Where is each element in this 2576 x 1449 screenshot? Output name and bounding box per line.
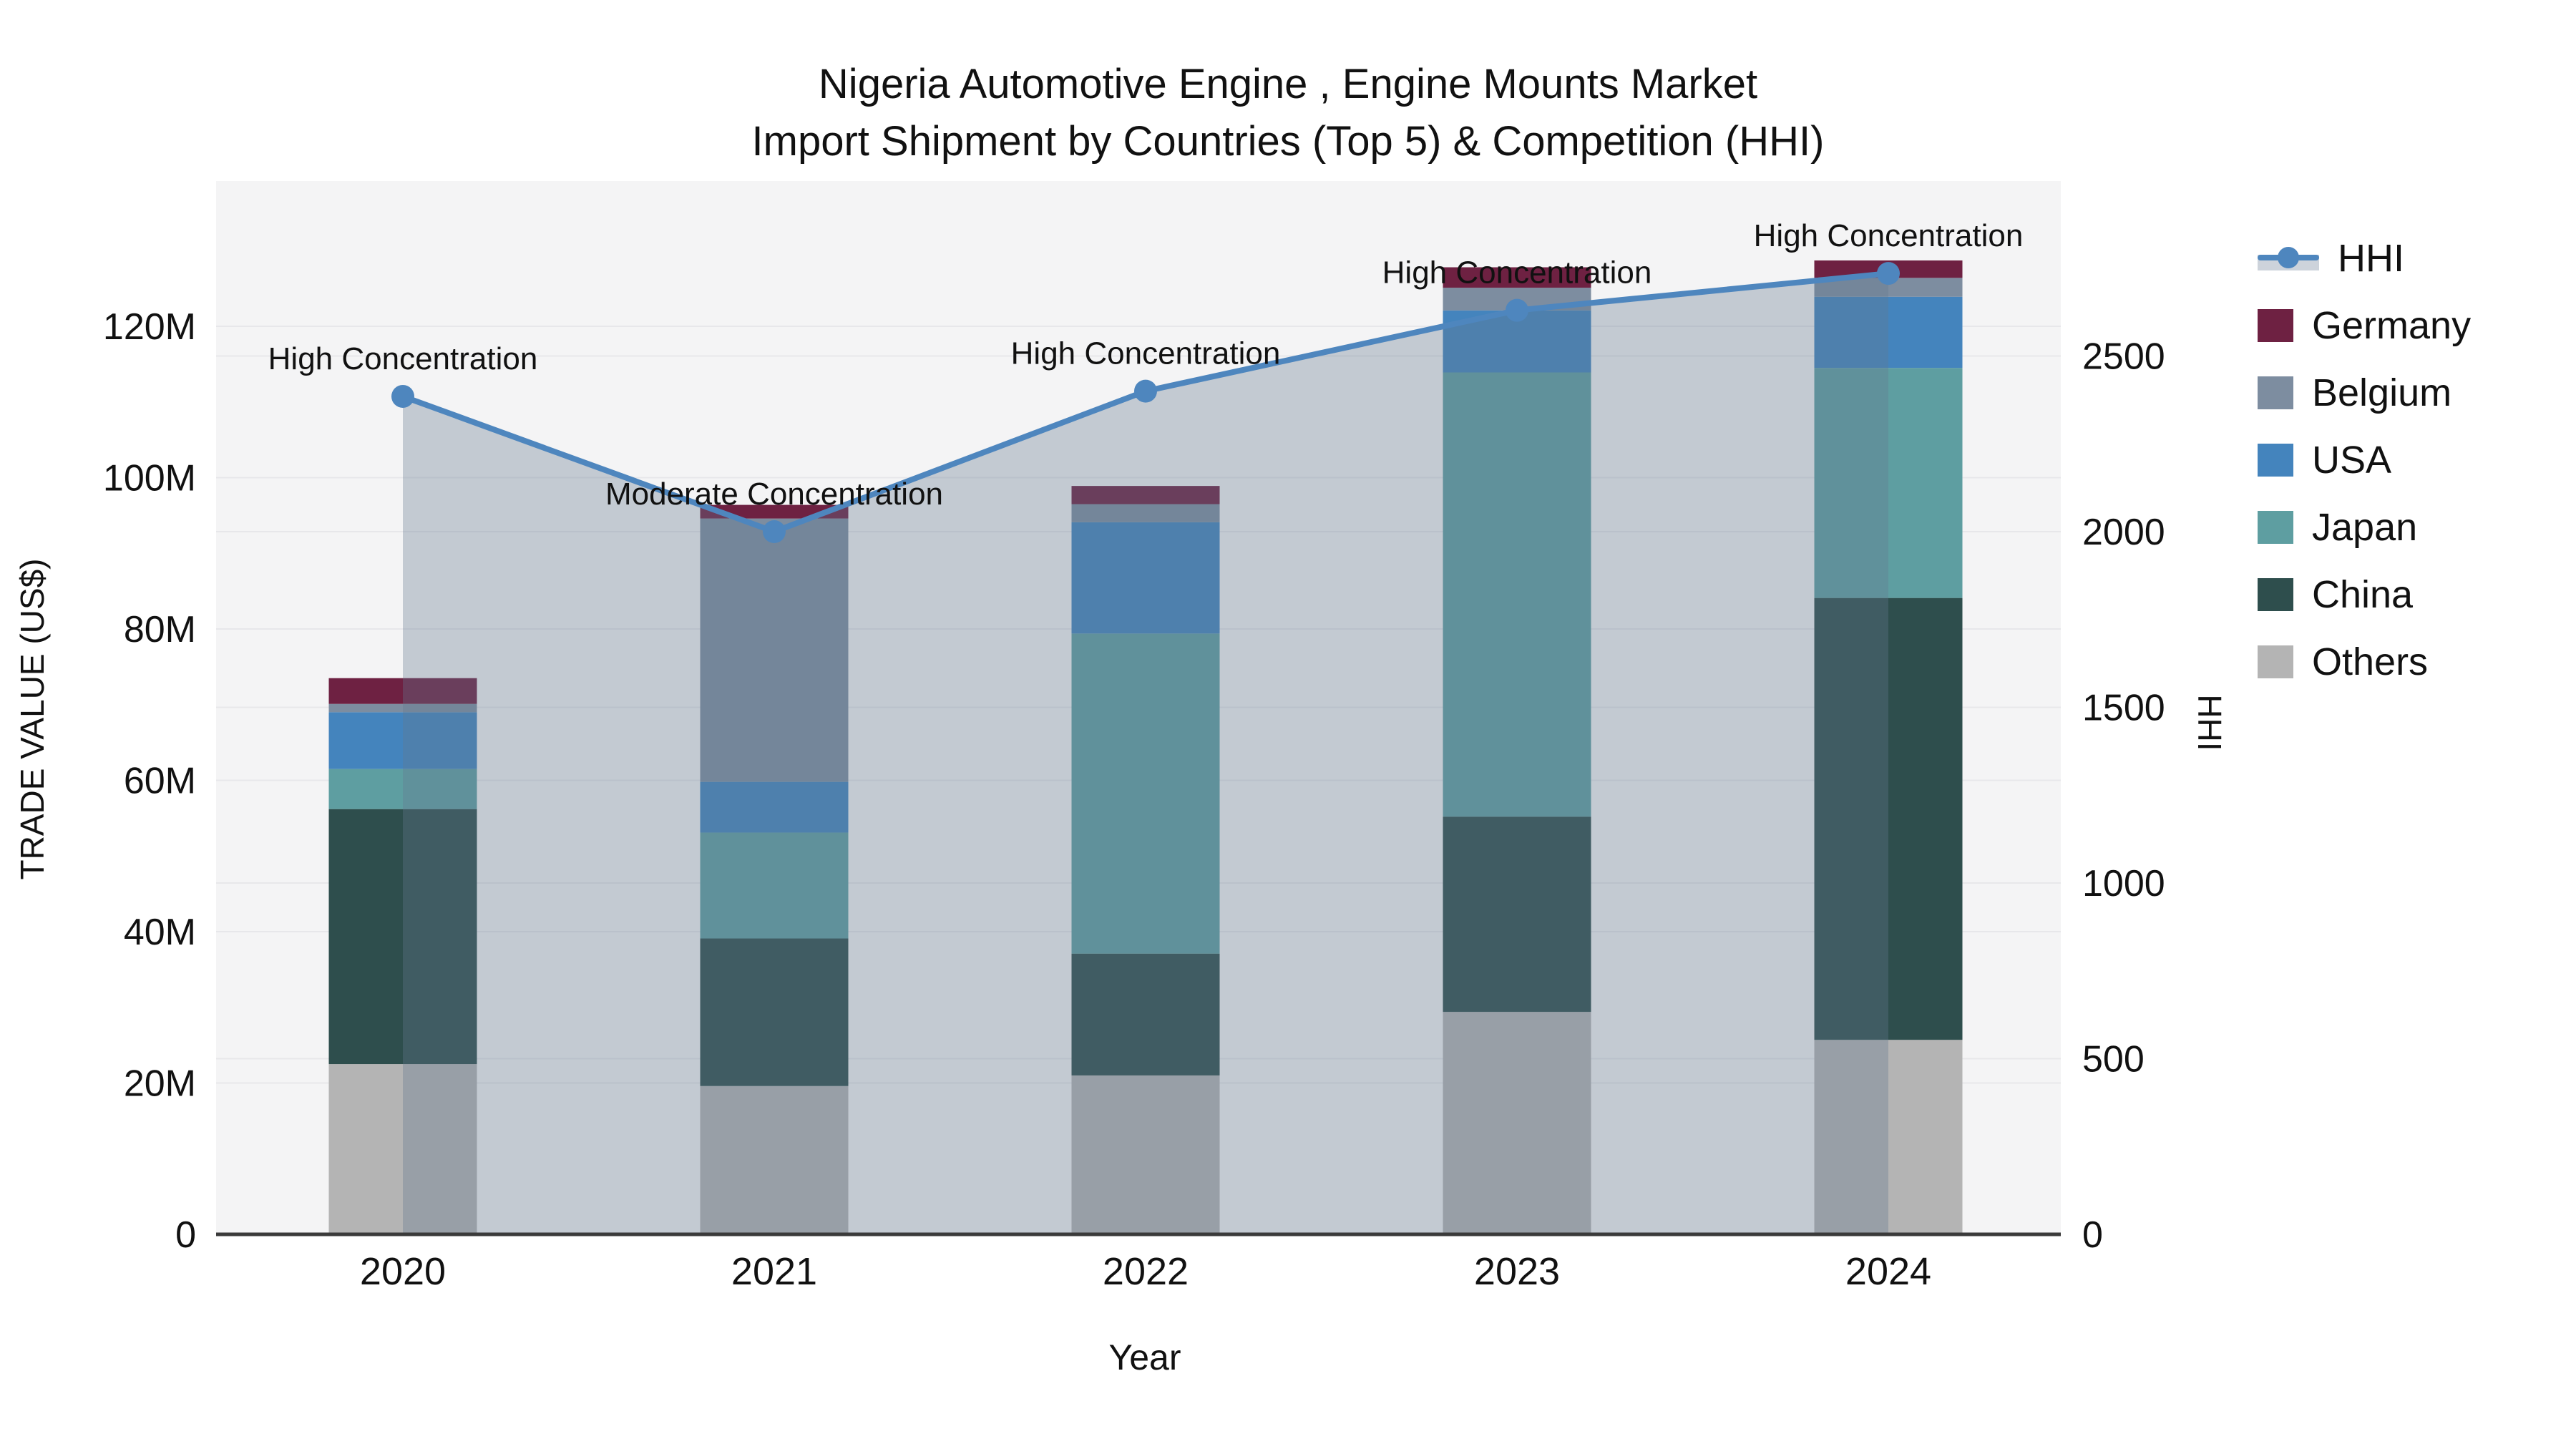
legend-swatch-others [2258, 645, 2293, 678]
bar-segment-2021-usa[interactable] [700, 781, 849, 833]
legend-swatch-usa [2258, 444, 2293, 477]
hhi-point-2024[interactable] [1877, 262, 1900, 286]
bar-segment-2023-japan[interactable] [1443, 372, 1591, 817]
legend-swatch-germany [2258, 309, 2293, 342]
x-tick-2021[interactable]: 2021 [731, 1250, 817, 1293]
bar-segment-2024-japan[interactable] [1814, 368, 1963, 598]
legend-item-china[interactable]: China [2258, 572, 2572, 617]
y-right-tick-500: 500 [2082, 1039, 2145, 1080]
y-right-tick-2500: 2500 [2082, 336, 2165, 378]
bar-segment-2020-usa[interactable] [328, 712, 477, 769]
bar-segment-2023-others[interactable] [1443, 1012, 1591, 1234]
y-right-tick-2000: 2000 [2082, 512, 2165, 553]
legend-swatch-belgium [2258, 376, 2293, 409]
bar-segment-2021-others[interactable] [700, 1085, 849, 1234]
hhi-point-2020[interactable] [391, 384, 414, 408]
legend-label-china: China [2312, 573, 2414, 616]
y-left-axis-title: TRADE VALUE (US$) [14, 558, 51, 880]
hhi-area-fill [403, 273, 1888, 1234]
legend-item-belgium[interactable]: Belgium [2258, 371, 2572, 415]
legend: HHI Germany Belgium USA Japan China Others [2258, 236, 2572, 684]
bar-segment-2022-usa[interactable] [1071, 522, 1220, 634]
bar-segment-2022-china[interactable] [1071, 953, 1220, 1075]
bar-segment-2020-germany[interactable] [328, 678, 477, 704]
legend-item-japan[interactable]: Japan [2258, 505, 2572, 550]
hhi-line-icon [2258, 242, 2319, 275]
bar-segment-2024-others[interactable] [1814, 1040, 1963, 1234]
legend-swatch-china [2258, 578, 2293, 611]
y-right-axis-title: HHI [2191, 694, 2228, 751]
y-right-tick-1500: 1500 [2082, 688, 2165, 729]
bar-segment-2023-china[interactable] [1443, 816, 1591, 1013]
legend-item-germany[interactable]: Germany [2258, 303, 2572, 348]
bar-segment-2022-japan[interactable] [1071, 633, 1220, 954]
chart-title: Nigeria Automotive Engine , Engine Mount… [644, 56, 1932, 170]
legend-item-others[interactable]: Others [2258, 640, 2572, 684]
x-tick-2024[interactable]: 2024 [1845, 1250, 1931, 1293]
hhi-point-2021[interactable] [763, 520, 786, 543]
hhi-point-2022[interactable] [1134, 379, 1157, 403]
x-axis-title: Year [1108, 1337, 1181, 1377]
y-left-tick-20M: 20M [124, 1063, 196, 1105]
legend-label-germany: Germany [2312, 304, 2472, 347]
annotation-2021: Moderate Concentration [605, 477, 943, 512]
y-left-tick-100M: 100M [103, 458, 196, 499]
x-tick-2023[interactable]: 2023 [1474, 1250, 1560, 1293]
bar-segment-2024-china[interactable] [1814, 597, 1963, 1040]
chart-title-line1: Nigeria Automotive Engine , Engine Mount… [818, 61, 1758, 107]
y-left-tick-40M: 40M [124, 912, 196, 953]
legend-label-usa: USA [2312, 439, 2392, 482]
legend-label-japan: Japan [2312, 506, 2418, 549]
legend-label-belgium: Belgium [2312, 371, 2452, 414]
hhi-point-2023[interactable] [1506, 298, 1528, 322]
bar-segment-2022-germany[interactable] [1071, 486, 1220, 504]
bar-segment-2022-belgium[interactable] [1071, 504, 1220, 522]
legend-label-others: Others [2312, 640, 2429, 683]
legend-item-hhi[interactable]: HHI [2258, 236, 2572, 280]
chart-title-line2: Import Shipment by Countries (Top 5) & C… [751, 118, 1825, 165]
y-right-tick-0: 0 [2082, 1214, 2103, 1256]
bar-segment-2020-china[interactable] [328, 809, 477, 1065]
x-tick-2020[interactable]: 2020 [360, 1250, 446, 1293]
bar-segment-2020-japan[interactable] [328, 769, 477, 809]
bar-segment-2023-germany[interactable] [1443, 267, 1591, 288]
legend-label-hhi: HHI [2338, 237, 2404, 280]
legend-swatch-japan [2258, 511, 2293, 544]
annotation-2022: High Concentration [1011, 336, 1281, 371]
y-left-tick-0: 0 [175, 1214, 196, 1256]
bar-segment-2021-belgium[interactable] [700, 518, 849, 782]
bar-segment-2020-others[interactable] [328, 1064, 477, 1234]
stacked-bars [328, 260, 1963, 1234]
bar-segment-2020-belgium[interactable] [328, 703, 477, 713]
y-left-tick-60M: 60M [124, 761, 196, 802]
annotation-2024: High Concentration [1754, 218, 2024, 253]
bar-segment-2021-japan[interactable] [700, 832, 849, 939]
y-left-tick-80M: 80M [124, 609, 196, 650]
bar-segment-2024-usa[interactable] [1814, 296, 1963, 369]
annotation-2023: High Concentration [1382, 255, 1652, 291]
bar-segment-2022-others[interactable] [1071, 1075, 1220, 1234]
annotation-2020: High Concentration [268, 341, 538, 376]
y-left-tick-120M: 120M [103, 306, 196, 348]
legend-item-usa[interactable]: USA [2258, 438, 2572, 482]
y-right-tick-1000: 1000 [2082, 863, 2165, 904]
bar-segment-2021-china[interactable] [700, 938, 849, 1086]
x-tick-2022[interactable]: 2022 [1103, 1250, 1189, 1293]
